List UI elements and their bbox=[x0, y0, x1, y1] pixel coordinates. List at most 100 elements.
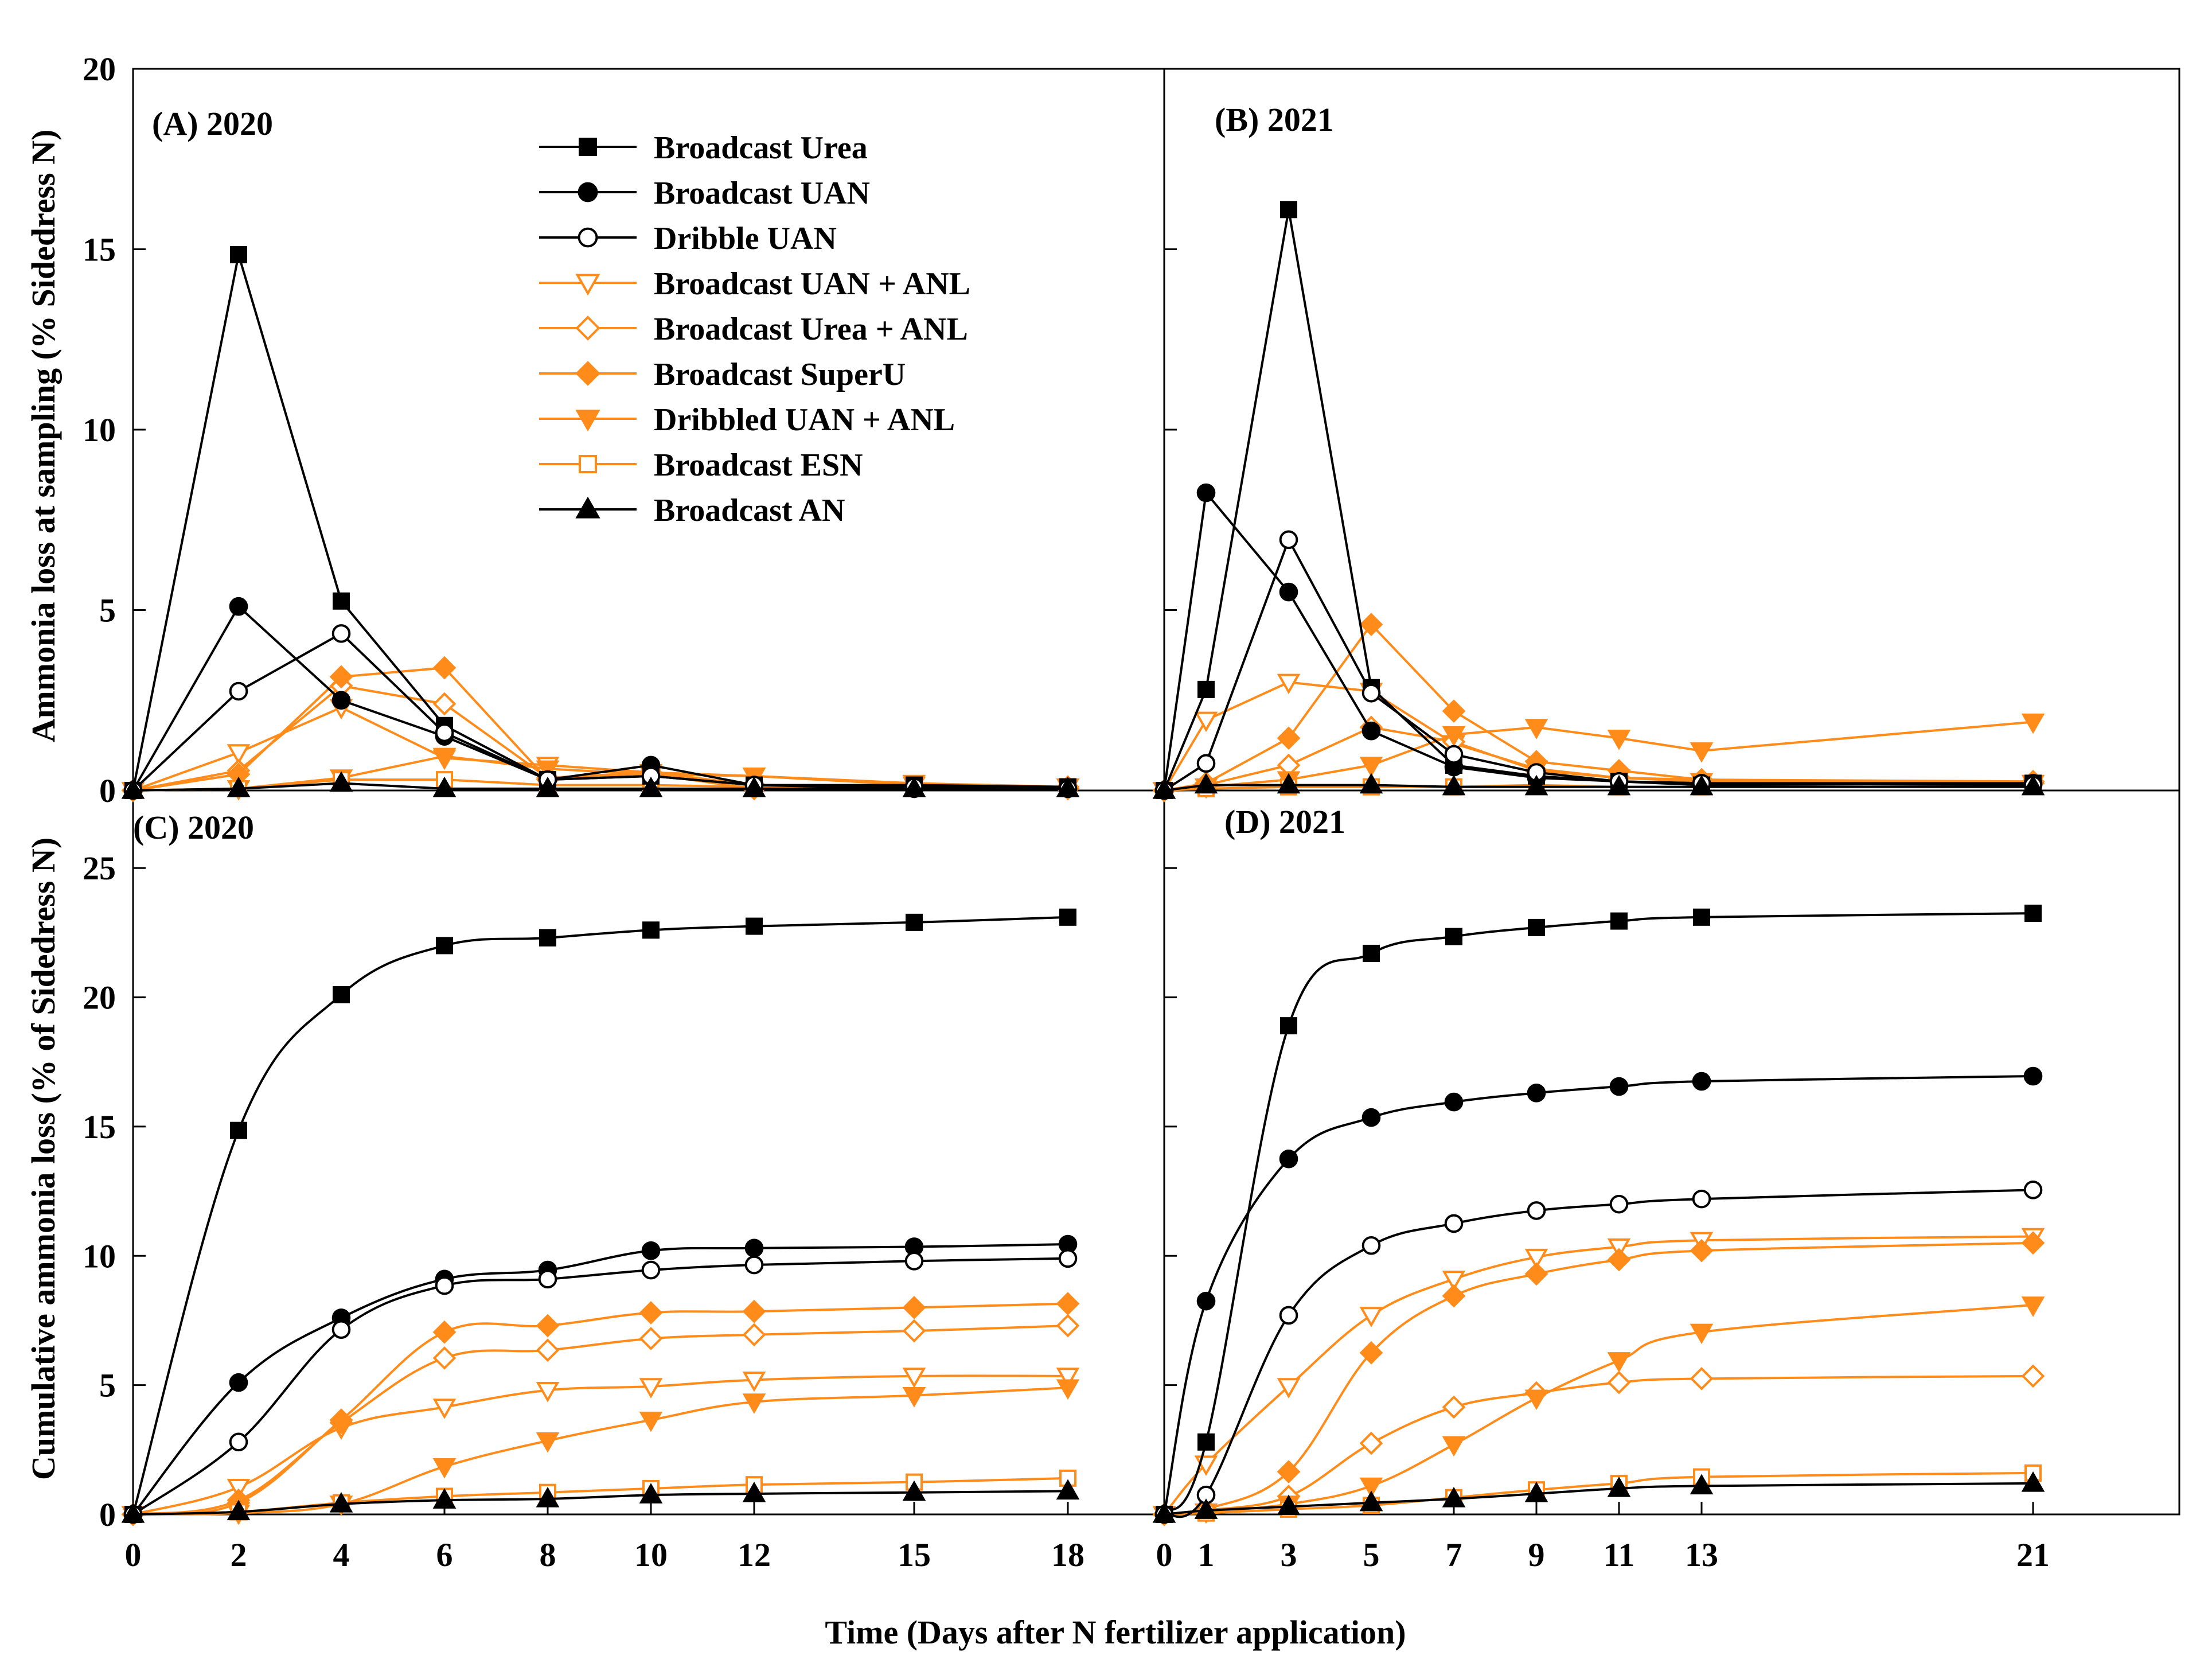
data-point-triangle-up bbox=[1690, 1474, 1714, 1495]
data-point-square bbox=[1610, 912, 1628, 930]
data-point-square bbox=[333, 986, 350, 1004]
panel-title-d: (D) 2021 bbox=[1224, 803, 1345, 840]
data-point-triangle-up bbox=[1152, 778, 1176, 799]
data-point-circle bbox=[1279, 1306, 1298, 1325]
data-point-triangle-up bbox=[1607, 774, 1631, 796]
data-point-diamond bbox=[639, 1301, 663, 1325]
data-point-circle bbox=[1196, 1291, 1216, 1311]
legend-item: Dribble UAN bbox=[539, 221, 837, 256]
series-line bbox=[1164, 1189, 2034, 1518]
data-point-diamond bbox=[432, 692, 457, 716]
data-point-triangle-down bbox=[742, 1393, 766, 1414]
x-tick-label: 7 bbox=[1446, 1536, 1462, 1573]
x-tick-label: 15 bbox=[898, 1536, 931, 1573]
data-point-diamond bbox=[902, 1319, 926, 1343]
data-point-triangle-up bbox=[742, 1482, 766, 1502]
x-tick-label: 5 bbox=[1363, 1536, 1380, 1573]
data-point-square bbox=[1197, 680, 1215, 698]
panel-title-a: (A) 2020 bbox=[152, 105, 273, 142]
data-point-triangle-up bbox=[1690, 774, 1714, 796]
data-point-diamond bbox=[2021, 1364, 2045, 1388]
data-point-triangle-up bbox=[432, 776, 457, 797]
series-line bbox=[132, 1490, 1068, 1516]
data-point-diamond bbox=[1056, 1314, 1080, 1338]
data-point-triangle-up bbox=[1277, 773, 1301, 794]
panel-title-c: (C) 2020 bbox=[133, 809, 254, 846]
x-tick-label: 18 bbox=[1051, 1536, 1084, 1573]
data-point-diamond bbox=[1690, 1366, 1714, 1390]
data-point-triangle-up bbox=[329, 771, 353, 792]
data-point-circle bbox=[538, 1269, 557, 1289]
data-point-triangle-down bbox=[639, 1378, 663, 1399]
data-point-triangle-down bbox=[1607, 1352, 1631, 1373]
legend-item: Broadcast Urea + ANL bbox=[539, 311, 968, 347]
data-point-square bbox=[1363, 944, 1380, 962]
data-point-circle bbox=[331, 624, 351, 643]
data-point-triangle-up bbox=[329, 1492, 353, 1513]
data-point-circle bbox=[2023, 1181, 2043, 1199]
data-point-circle bbox=[744, 1238, 764, 1258]
data-point-square bbox=[333, 592, 350, 610]
data-point-diamond bbox=[329, 1408, 353, 1432]
data-point-diamond bbox=[432, 656, 457, 680]
panel-title-b: (B) 2021 bbox=[1215, 101, 1334, 138]
data-point-square bbox=[1197, 1433, 1215, 1451]
x-tick-label: 2 bbox=[231, 1536, 247, 1573]
data-point-circle bbox=[1279, 1149, 1298, 1168]
chart-panel-d: 0 1 3 5 7 9 11 13 21 bbox=[1152, 867, 2050, 1573]
data-point-triangle-down bbox=[742, 1371, 766, 1392]
x-tick-label: 1 bbox=[1198, 1536, 1215, 1573]
data-point-circle bbox=[229, 681, 248, 701]
legend-item: Broadcast SuperU bbox=[539, 357, 906, 392]
data-point-diamond bbox=[639, 1327, 663, 1350]
series-line bbox=[132, 1386, 1068, 1516]
data-point-triangle-down bbox=[1359, 757, 1383, 777]
data-point-triangle-up bbox=[639, 776, 663, 797]
y-axis-label-bottom: Cumulative ammonia loss (% of Sidedress … bbox=[25, 838, 62, 1480]
data-point-circle bbox=[2023, 1066, 2043, 1086]
data-point-triangle-up bbox=[902, 776, 926, 797]
x-tick-label: 13 bbox=[1685, 1536, 1718, 1573]
y-axis-label-top: Ammonia loss at sampling (% Sidedress N) bbox=[25, 130, 62, 743]
y-tick-label: 20 bbox=[83, 50, 116, 88]
x-tick-label: 10 bbox=[634, 1536, 668, 1573]
data-point-circle bbox=[744, 1255, 764, 1275]
data-point-triangle-down bbox=[575, 410, 600, 432]
data-point-triangle-down bbox=[227, 1479, 251, 1499]
data-point-circle bbox=[435, 723, 454, 742]
legend-label: Broadcast UAN bbox=[654, 176, 870, 211]
data-point-square bbox=[1059, 908, 1076, 926]
chart-panel-c: 0 5 10 15 20 25 0 2 4 6 8 10 12 15 18 bbox=[83, 850, 1084, 1573]
data-point-square bbox=[230, 246, 247, 263]
data-point-square bbox=[436, 937, 453, 955]
data-point-diamond bbox=[902, 1296, 926, 1319]
data-point-circle bbox=[1279, 530, 1298, 550]
data-point-square bbox=[642, 921, 660, 939]
legend-item: Broadcast UAN + ANL bbox=[539, 266, 970, 302]
y-tick-label: 5 bbox=[99, 592, 116, 629]
data-point-circle bbox=[1444, 1092, 1464, 1112]
data-point-triangle-up bbox=[121, 1502, 145, 1523]
data-point-square bbox=[539, 929, 556, 946]
data-point-triangle-up bbox=[121, 778, 145, 799]
data-point-circle bbox=[1196, 754, 1216, 773]
data-point-triangle-down bbox=[1442, 726, 1466, 747]
data-point-circle bbox=[1527, 1201, 1546, 1220]
data-point-triangle-up bbox=[1524, 1482, 1548, 1502]
data-point-diamond bbox=[1442, 699, 1466, 723]
data-point-circle bbox=[1444, 745, 1464, 764]
data-point-square bbox=[2024, 905, 2042, 922]
data-point-triangle-up bbox=[1359, 1490, 1383, 1512]
data-point-triangle-down bbox=[639, 1411, 663, 1432]
y-tick-label: 15 bbox=[83, 1108, 116, 1146]
data-point-circle bbox=[1609, 1077, 1629, 1096]
legend-label: Broadcast Urea + ANL bbox=[654, 311, 968, 347]
legend-label: Broadcast AN bbox=[654, 493, 845, 528]
data-point-diamond bbox=[742, 1299, 766, 1323]
data-point-diamond bbox=[742, 1323, 766, 1347]
data-point-circle bbox=[578, 182, 598, 202]
data-point-triangle-up bbox=[1607, 1476, 1631, 1497]
data-point-circle bbox=[578, 227, 598, 248]
data-point-triangle-down bbox=[1442, 1271, 1466, 1291]
